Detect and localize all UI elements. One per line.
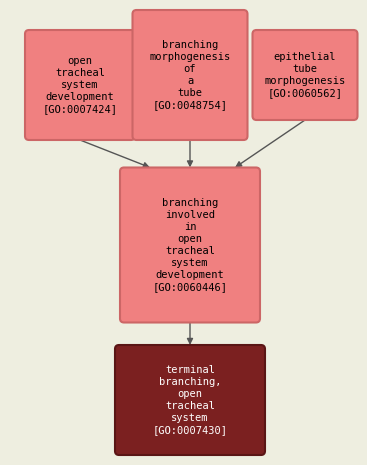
Text: epithelial
tube
morphogenesis
[GO:0060562]: epithelial tube morphogenesis [GO:006056… <box>264 52 346 98</box>
FancyBboxPatch shape <box>115 345 265 455</box>
FancyBboxPatch shape <box>120 167 260 323</box>
Text: terminal
branching,
open
tracheal
system
[GO:0007430]: terminal branching, open tracheal system… <box>153 365 228 435</box>
FancyBboxPatch shape <box>25 30 135 140</box>
Text: open
tracheal
system
development
[GO:0007424]: open tracheal system development [GO:000… <box>43 56 117 114</box>
Text: branching
morphogenesis
of
a
tube
[GO:0048754]: branching morphogenesis of a tube [GO:00… <box>149 40 230 110</box>
FancyBboxPatch shape <box>132 10 247 140</box>
FancyBboxPatch shape <box>252 30 357 120</box>
Text: branching
involved
in
open
tracheal
system
development
[GO:0060446]: branching involved in open tracheal syst… <box>153 198 228 292</box>
